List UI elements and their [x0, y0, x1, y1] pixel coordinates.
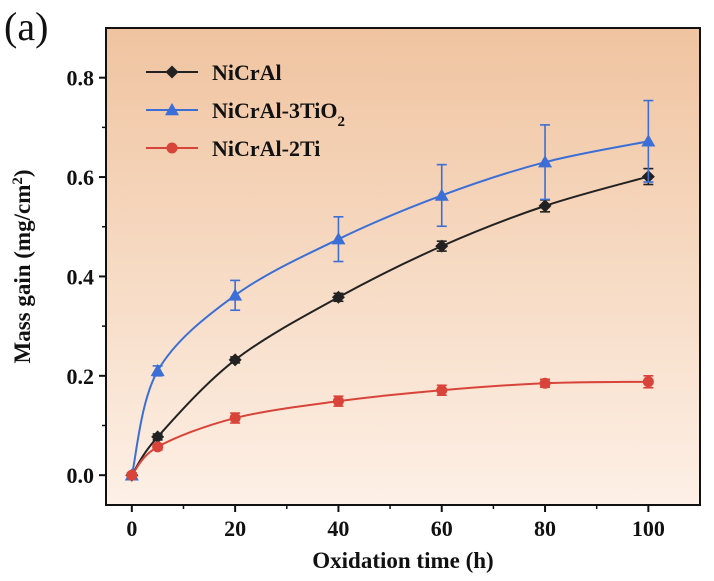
legend-marker	[166, 142, 178, 154]
data-point	[331, 290, 345, 304]
data-point	[436, 384, 448, 396]
data-point	[539, 377, 551, 389]
legend-label: NiCrAl-3TiO2	[212, 98, 345, 130]
y-axis-title-close: )	[10, 169, 35, 177]
data-point	[641, 134, 656, 147]
panel-label: (a)	[4, 4, 48, 49]
series-1	[124, 99, 656, 481]
x-tick-label: 80	[534, 516, 556, 541]
axes: 0 20 40 60 80 100 0.0 0.2 0.4 0.6 0.8	[67, 66, 665, 541]
y-axis-title: Mass gain (mg/cm2)	[10, 169, 35, 363]
y-tick-label: 0.0	[67, 463, 95, 488]
data-point	[434, 188, 449, 201]
legend-label: NiCrAl-2Ti	[212, 136, 320, 161]
data-point	[228, 353, 242, 367]
x-tick-label: 0	[126, 516, 137, 541]
legend-label-sub: 2	[337, 114, 345, 130]
legend-label: NiCrAl	[212, 60, 282, 85]
data-point	[228, 288, 243, 301]
plot-area	[106, 28, 700, 505]
legend-label-main: NiCrAl-2Ti	[212, 136, 320, 161]
y-axis-title-main: Mass gain (mg/cm	[10, 185, 35, 364]
y-tick-label: 0.2	[67, 364, 95, 389]
series-2	[126, 375, 654, 481]
x-tick-label: 40	[327, 516, 349, 541]
data-point	[150, 363, 165, 377]
data-point	[152, 441, 164, 453]
x-axis-title: Oxidation time (h)	[312, 548, 493, 573]
data-point	[538, 199, 552, 213]
legend-label-main: NiCrAl-3TiO	[212, 98, 337, 123]
data-point	[538, 155, 553, 168]
y-axis-title-sup: 2	[10, 177, 26, 185]
y-tick-label: 0.6	[67, 165, 95, 190]
x-tick-label: 100	[632, 516, 665, 541]
legend: NiCrAl NiCrAl-3TiO2 NiCrAl-2Ti	[146, 60, 345, 161]
plot-frame	[105, 27, 701, 506]
legend-marker	[165, 65, 179, 79]
y-tick-label: 0.8	[67, 66, 95, 91]
series-layer	[124, 99, 656, 482]
data-point	[642, 376, 654, 388]
y-tick-label: 0.4	[67, 264, 95, 289]
data-point	[332, 395, 344, 407]
legend-marker	[165, 103, 179, 116]
data-point	[435, 239, 449, 253]
data-point	[229, 412, 241, 424]
x-tick-label: 60	[431, 516, 453, 541]
x-tick-label: 20	[224, 516, 246, 541]
data-point	[126, 469, 138, 481]
legend-label-main: NiCrAl	[212, 60, 282, 85]
data-point	[331, 232, 346, 245]
data-point	[151, 430, 165, 444]
